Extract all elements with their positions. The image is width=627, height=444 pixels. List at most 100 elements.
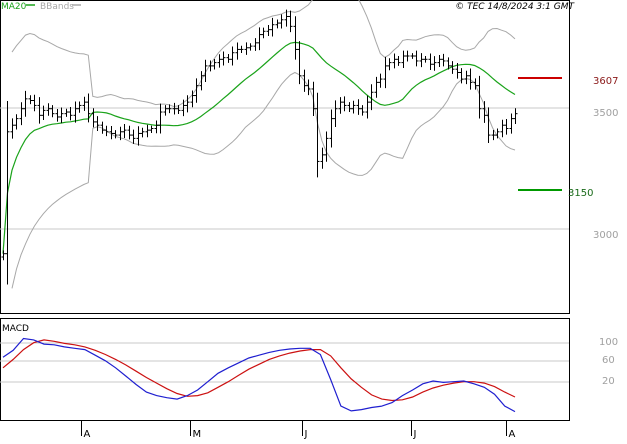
ohlc-bar xyxy=(351,100,356,114)
ohlc-bar xyxy=(437,54,442,67)
ohlc-bar xyxy=(149,125,154,134)
ohlc-bar xyxy=(5,100,10,285)
x-tick-label: A xyxy=(84,429,91,440)
ohlc-bar xyxy=(239,45,244,54)
ohlc-bar xyxy=(127,125,132,140)
ohlc-bar xyxy=(253,38,258,51)
ohlc-bar xyxy=(46,103,51,116)
bollinger-lower-line xyxy=(11,71,516,289)
ohlc-bar xyxy=(100,121,105,134)
legend-bbands: BBands xyxy=(40,2,74,12)
ohlc-bar xyxy=(86,93,91,123)
ohlc-bar xyxy=(95,116,100,131)
ohlc-bar xyxy=(208,60,213,72)
macd-y-tick-label: 20 xyxy=(602,376,615,387)
price-panel-frame xyxy=(0,0,570,314)
ohlc-bar xyxy=(257,27,262,51)
ohlc-bar xyxy=(145,124,150,138)
ohlc-bar xyxy=(410,53,415,59)
ohlc-bar xyxy=(333,100,338,127)
ohlc-bar xyxy=(297,41,302,85)
ohlc-bar xyxy=(203,59,208,82)
ohlc-bar xyxy=(401,50,406,69)
macd-signal-line xyxy=(2,339,516,402)
ohlc-bar xyxy=(167,104,172,114)
ohlc-bar xyxy=(194,78,199,103)
ohlc-bar xyxy=(10,118,15,139)
ohlc-bar xyxy=(77,101,82,113)
ohlc-bar xyxy=(342,96,347,112)
ohlc-bar xyxy=(495,128,500,139)
ohlc-bar xyxy=(122,123,127,138)
ohlc-bar xyxy=(509,113,514,134)
ohlc-bar xyxy=(14,114,19,130)
ohlc-bar xyxy=(230,46,235,66)
ohlc-bar xyxy=(365,95,370,119)
ohlc-bar xyxy=(248,43,253,51)
ohlc-bar xyxy=(118,126,123,141)
ohlc-bar xyxy=(68,106,73,121)
ohlc-bar xyxy=(369,84,374,111)
ohlc-bar xyxy=(217,54,222,68)
ohlc-bar xyxy=(1,250,6,261)
ohlc-bar xyxy=(423,56,428,63)
ohlc-bar xyxy=(158,103,163,134)
ohlc-bar xyxy=(185,95,190,113)
ohlc-bar xyxy=(73,101,78,123)
ohlc-bar xyxy=(212,58,217,70)
ohlc-bar xyxy=(244,42,249,55)
ohlc-bar xyxy=(338,97,343,114)
ohlc-bar xyxy=(468,68,473,90)
ohlc-bar xyxy=(504,119,509,135)
y-tick-label: 3000 xyxy=(593,230,618,241)
ohlc-bar xyxy=(477,75,482,119)
ohlc-bar xyxy=(154,120,159,134)
ohlc-bar xyxy=(288,10,293,33)
x-tick-label: J xyxy=(304,429,308,440)
ohlc-bar xyxy=(172,102,177,115)
ohlc-bar xyxy=(59,107,64,124)
ohlc-bar xyxy=(221,51,226,66)
macd-line xyxy=(2,337,516,413)
macd-y-tick-label: 100 xyxy=(599,337,618,348)
macd-panel-label: MACD xyxy=(2,324,29,334)
ohlc-bar xyxy=(450,61,455,74)
ohlc-bar xyxy=(383,56,388,89)
ohlc-bar xyxy=(491,130,496,141)
x-tick-label: J xyxy=(413,429,417,440)
ohlc-bar xyxy=(176,105,181,114)
macd-y-tick-label: 60 xyxy=(602,355,615,366)
ohlc-bar xyxy=(311,81,316,116)
ohlc-bar xyxy=(109,125,114,140)
ohlc-bar xyxy=(396,56,401,66)
ohlc-bar xyxy=(19,102,24,126)
ohlc-bar xyxy=(374,76,379,98)
ohlc-bar xyxy=(392,53,397,69)
ohlc-bar xyxy=(459,68,464,84)
ohlc-bar xyxy=(275,19,280,29)
ohlc-bar xyxy=(302,69,307,92)
ohlc-bar xyxy=(270,17,275,37)
bollinger-upper-line xyxy=(11,0,516,108)
ohlc-bar xyxy=(226,54,231,63)
ohlc-bar xyxy=(32,94,37,112)
ohlc-bar xyxy=(360,105,365,116)
ohlc-bar xyxy=(113,130,118,139)
ohlc-bar xyxy=(41,105,46,121)
ohlc-bar xyxy=(486,107,491,144)
support-level-label: 3150 xyxy=(568,188,593,199)
ohlc-bar xyxy=(131,129,136,144)
ohlc-bar xyxy=(356,99,361,115)
ohlc-bar xyxy=(293,16,298,60)
ohlc-bar xyxy=(104,125,109,137)
y-tick-label: 3500 xyxy=(593,108,618,119)
ohlc-bar xyxy=(513,108,518,125)
ohlc-bar xyxy=(387,58,392,71)
price-gridlines xyxy=(0,107,569,230)
ohlc-bar xyxy=(37,97,42,124)
x-tick-label: A xyxy=(509,429,516,440)
ohlc-bar xyxy=(23,90,28,117)
ohlc-bar xyxy=(279,14,284,29)
ohlc-bar xyxy=(329,109,334,148)
